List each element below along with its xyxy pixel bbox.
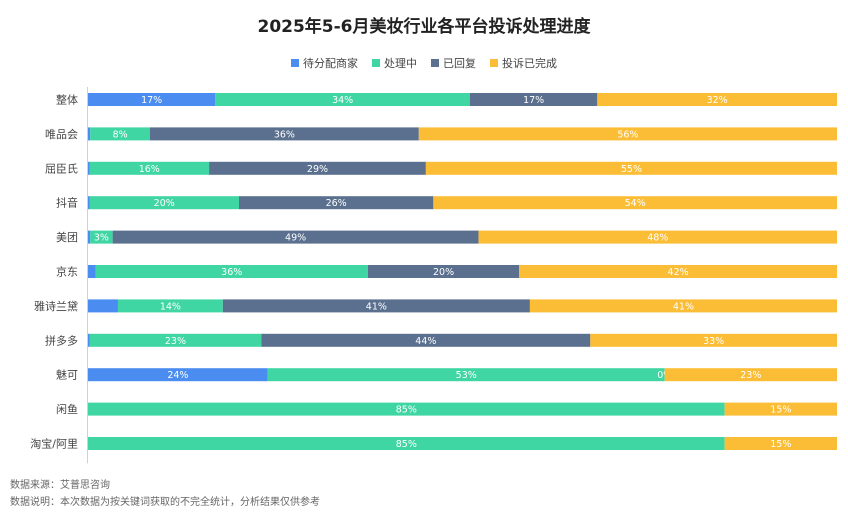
- bar-segment-replied[interactable]: [149, 127, 419, 141]
- bar-segment-pending[interactable]: [88, 299, 118, 313]
- data-label: 8%: [113, 129, 128, 140]
- category-label: 抖音: [56, 196, 78, 210]
- data-label: 3%: [94, 233, 109, 244]
- category-label: 拼多多: [45, 333, 78, 347]
- data-label: 24%: [167, 370, 188, 381]
- data-label: 23%: [165, 336, 186, 347]
- data-label: 15%: [770, 439, 791, 450]
- bar-segment-processing[interactable]: [117, 299, 223, 313]
- bar-segment-completed[interactable]: [519, 265, 837, 278]
- bar-segment-replied[interactable]: [112, 230, 479, 244]
- legend-label-completed: 投诉已完成: [502, 57, 557, 70]
- legend-item-pending[interactable]: 待分配商家: [291, 55, 358, 71]
- data-label: 36%: [274, 129, 295, 140]
- bar-segment-completed[interactable]: [425, 161, 837, 175]
- data-label: 15%: [770, 405, 791, 416]
- data-label: 41%: [366, 301, 387, 312]
- data-label: 49%: [285, 233, 306, 244]
- stacked-bar-chart: 整体 17% 34% 17% 32% 唯品会 8% 36% 56% 屈臣氏 16% 29% 55% 抖音 2…: [30, 87, 837, 464]
- data-label: 26%: [326, 198, 347, 209]
- data-label: 48%: [647, 233, 668, 244]
- bar-segment-completed[interactable]: [724, 402, 837, 416]
- legend-swatch-completed: [490, 59, 498, 67]
- bar-segment-processing[interactable]: [89, 333, 262, 347]
- data-label: 20%: [433, 267, 454, 278]
- category-label: 淘宝/阿里: [30, 437, 78, 451]
- data-label: 23%: [740, 370, 761, 381]
- data-label: 44%: [415, 336, 436, 347]
- data-label: 41%: [673, 301, 694, 312]
- data-label: 53%: [456, 370, 477, 381]
- data-label: 36%: [221, 267, 242, 278]
- bar-segment-completed[interactable]: [590, 333, 837, 347]
- bar-segment-replied[interactable]: [469, 93, 598, 106]
- bar-segment-completed[interactable]: [433, 196, 837, 210]
- data-label: 56%: [617, 129, 638, 140]
- data-source-note: 数据来源：艾普思咨询: [10, 480, 110, 491]
- data-label: 32%: [707, 95, 728, 106]
- bar-segment-processing[interactable]: [215, 93, 470, 106]
- data-label: 55%: [621, 164, 642, 175]
- legend-item-completed[interactable]: 投诉已完成: [490, 55, 557, 71]
- bar-segment-pending[interactable]: [88, 265, 96, 278]
- category-label: 魅可: [56, 368, 78, 382]
- bar-segment-replied[interactable]: [209, 161, 426, 175]
- category-label: 屈臣氏: [45, 162, 78, 175]
- chart-legend: 待分配商家 处理中 已回复 投诉已完成: [0, 55, 848, 71]
- data-description-note: 数据说明：本次数据为按关键词获取的不完全统计，分析结果仅供参考: [10, 497, 320, 508]
- bar-segment-completed[interactable]: [418, 127, 837, 141]
- category-label: 京东: [56, 265, 78, 279]
- legend-swatch-pending: [291, 59, 299, 67]
- chart-title: 2025年5-6月美妆行业各平台投诉处理进度: [257, 17, 591, 37]
- bar-segment-pending[interactable]: [88, 333, 90, 347]
- bar-segment-processing[interactable]: [90, 230, 113, 244]
- bar-segment-processing[interactable]: [89, 161, 210, 175]
- data-label: 85%: [396, 439, 417, 450]
- bar-segment-replied[interactable]: [222, 299, 530, 313]
- data-label: 85%: [396, 405, 417, 416]
- data-label: 33%: [703, 336, 724, 347]
- bar-segment-completed[interactable]: [724, 437, 837, 450]
- bar-segment-pending[interactable]: [88, 368, 268, 382]
- legend-item-replied[interactable]: 已回复: [431, 55, 476, 71]
- bar-segment-processing[interactable]: [267, 368, 665, 382]
- legend-label-processing: 处理中: [384, 57, 417, 70]
- bar-segment-processing[interactable]: [88, 402, 725, 416]
- data-label: 54%: [625, 198, 646, 209]
- bar-segment-processing[interactable]: [90, 127, 150, 141]
- bar-segment-pending[interactable]: [88, 161, 90, 175]
- data-label: 17%: [523, 95, 544, 106]
- data-label: 20%: [154, 198, 175, 209]
- bar-segment-pending[interactable]: [88, 127, 91, 141]
- legend-item-processing[interactable]: 处理中: [372, 55, 417, 71]
- category-label: 美团: [56, 231, 78, 244]
- category-label: 整体: [56, 93, 78, 107]
- bar-segment-replied[interactable]: [261, 333, 591, 347]
- bar-segment-processing[interactable]: [89, 196, 239, 210]
- bar-segment-replied[interactable]: [367, 265, 520, 278]
- data-label: 34%: [332, 95, 353, 106]
- data-label: 42%: [668, 267, 689, 278]
- bar-segment-completed[interactable]: [597, 93, 837, 106]
- bar-segment-pending[interactable]: [88, 230, 91, 244]
- data-label: 16%: [139, 164, 160, 175]
- data-label: 17%: [141, 95, 162, 106]
- legend-swatch-replied: [431, 59, 439, 67]
- bar-segment-pending[interactable]: [88, 93, 216, 106]
- legend-label-replied: 已回复: [443, 57, 476, 70]
- bar-segment-processing[interactable]: [95, 265, 368, 278]
- bar-segment-completed[interactable]: [664, 368, 837, 382]
- category-label: 闲鱼: [56, 402, 78, 416]
- category-label: 唯品会: [45, 128, 78, 141]
- data-label: 29%: [307, 164, 328, 175]
- bar-segment-completed[interactable]: [529, 299, 837, 313]
- data-label: 14%: [160, 301, 181, 312]
- legend-label-pending: 待分配商家: [303, 57, 358, 70]
- bar-segment-pending[interactable]: [88, 196, 90, 210]
- bar-segment-completed[interactable]: [478, 230, 837, 244]
- bar-segment-processing[interactable]: [88, 437, 725, 450]
- bar-segment-replied[interactable]: [238, 196, 434, 210]
- legend-swatch-processing: [372, 59, 380, 67]
- category-label: 雅诗兰黛: [34, 299, 78, 313]
